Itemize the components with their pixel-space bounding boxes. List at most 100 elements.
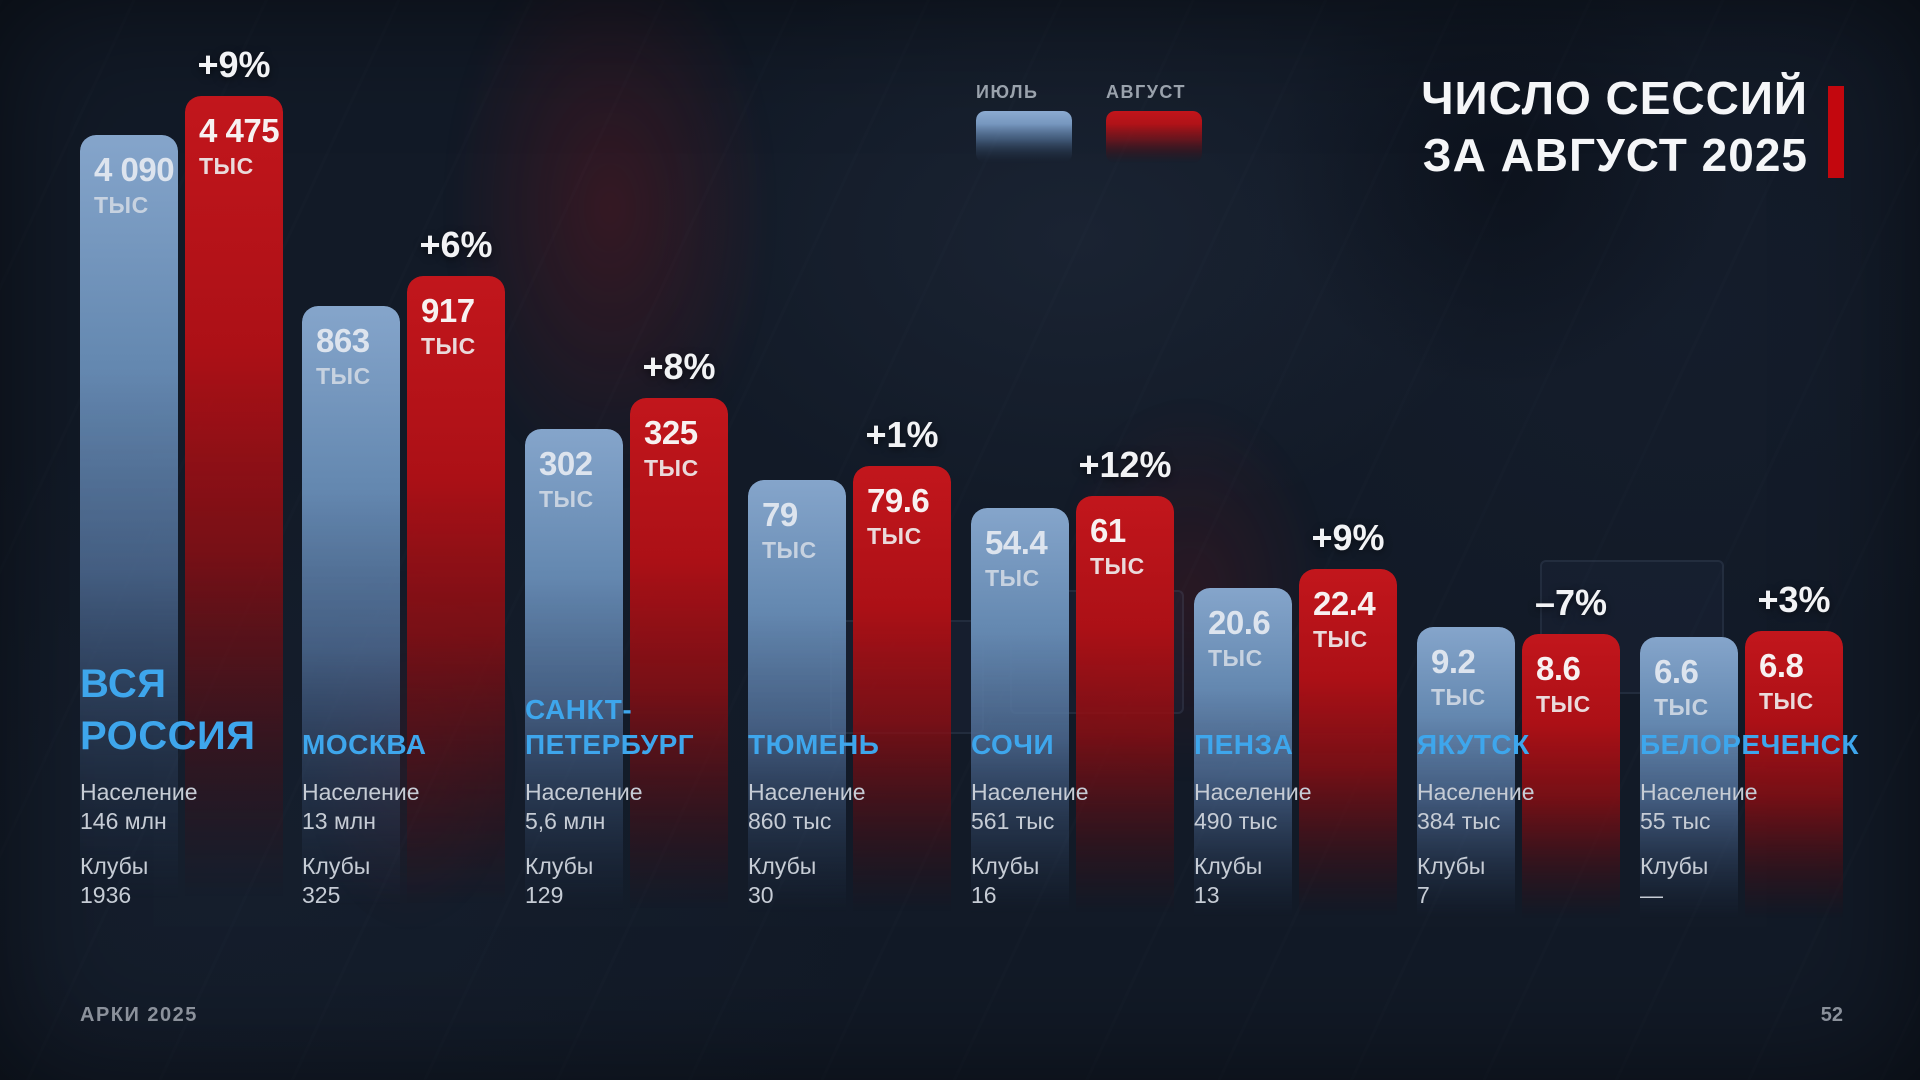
page-number: 52 [1820,1004,1843,1026]
legend-july-swatch [976,111,1072,163]
bar-unit: ТЫС [985,565,1040,591]
clubs-value: 325 [302,882,341,908]
july-bar: 9.2 ТЫС [1417,627,1515,930]
city-label: СОЧИ [971,727,1054,762]
page-title: ЧИСЛО СЕССИЙ ЗА АВГУСТ 2025 [1421,70,1808,184]
population-label: Население [1194,779,1312,805]
change-label: +6% [419,224,493,265]
august-bar: 6.8 ТЫС [1745,631,1843,930]
legend-july-label: ИЮЛЬ [976,82,1039,102]
bar-value: 6.8 [1759,647,1804,684]
population-label: Население [80,779,198,805]
population-block: Население 490 тыс [1194,778,1311,836]
bar-unit: ТЫС [421,333,476,359]
august-bar: 4 475 ТЫС [185,96,283,930]
august-bar: 22.4 ТЫС [1299,569,1397,930]
clubs-value: 129 [525,882,564,908]
clubs-value: — [1640,882,1663,908]
population-label: Население [1417,779,1535,805]
bar-value: 8.6 [1536,650,1581,687]
bar-value: 22.4 [1313,585,1376,622]
clubs-label: Клубы [971,853,1040,879]
city-label-line: САНКТ- [525,694,633,725]
july-bar: 79 ТЫС [748,480,846,930]
bar-unit: ТЫС [539,486,594,512]
july-bar: 863 ТЫС [302,306,400,930]
clubs-value: 30 [748,882,774,908]
city-label: ПЕНЗА [1194,727,1293,762]
population-label: Население [971,779,1089,805]
august-bar: 79.6 ТЫС [853,466,951,930]
bar-unit: ТЫС [94,192,149,218]
bar-value: 79 [762,496,798,533]
city-label: ВСЯ РОССИЯ [80,658,256,762]
population-block: Население 13 млн [302,778,419,836]
city-label: ТЮМЕНЬ [748,727,879,762]
population-label: Население [748,779,866,805]
clubs-label: Клубы [525,853,594,879]
clubs-label: Клубы [1640,853,1709,879]
july-bar: 6.6 ТЫС [1640,637,1738,930]
july-bar: 4 090 ТЫС [80,135,178,930]
clubs-label: Клубы [1194,853,1263,879]
change-label: –7% [1534,582,1608,623]
city-label: ЯКУТСК [1417,727,1530,762]
clubs-label: Клубы [80,853,149,879]
city-label-line: СОЧИ [971,729,1055,760]
city-label-line: БЕЛОРЕЧЕНСК [1640,729,1859,760]
bar-value: 917 [421,292,475,329]
population-value: 55 тыс [1640,808,1711,834]
bar-unit: ТЫС [644,455,699,481]
city-label-line: РОССИЯ [80,714,256,758]
august-bar: 325 ТЫС [630,398,728,930]
city-label-line: ВСЯ [80,662,167,706]
clubs-label: Клубы [748,853,817,879]
clubs-block: Клубы 7 [1417,852,1485,910]
bar-unit: ТЫС [867,523,922,549]
change-label: +9% [1311,517,1385,558]
bar-unit: ТЫС [1759,688,1814,714]
july-bar: 302 ТЫС [525,429,623,930]
page-title-line1: ЧИСЛО СЕССИЙ [1421,72,1808,124]
title-accent-bar [1828,86,1844,178]
clubs-block: Клубы 13 [1194,852,1262,910]
clubs-value: 13 [1194,882,1220,908]
population-value: 860 тыс [748,808,832,834]
population-label: Население [525,779,643,805]
legend: ИЮЛЬ АВГУСТ [976,82,1202,163]
clubs-label: Клубы [1417,853,1486,879]
clubs-value: 7 [1417,882,1430,908]
bar-value: 20.6 [1208,604,1271,641]
change-label: +3% [1757,579,1831,620]
population-label: Население [1640,779,1758,805]
bar-unit: ТЫС [1536,691,1591,717]
city-label: БЕЛОРЕЧЕНСК [1640,727,1859,762]
bar-value: 6.6 [1654,653,1699,690]
clubs-block: Клубы 325 [302,852,370,910]
bar-unit: ТЫС [1208,645,1263,671]
legend-item-july: ИЮЛЬ [976,82,1072,163]
august-bar: 917 ТЫС [407,276,505,930]
bar-value: 4 090 [94,151,175,188]
july-bar: 20.6 ТЫС [1194,588,1292,930]
population-value: 561 тыс [971,808,1055,834]
city-label-line: ПЕНЗА [1194,729,1294,760]
clubs-block: Клубы 30 [748,852,816,910]
bar-unit: ТЫС [316,363,371,389]
bar-value: 61 [1090,512,1126,549]
change-label: +9% [197,44,271,85]
population-block: Население 860 тыс [748,778,865,836]
legend-august-swatch [1106,111,1202,163]
population-value: 384 тыс [1417,808,1501,834]
bar-unit: ТЫС [1090,553,1145,579]
population-value: 490 тыс [1194,808,1278,834]
july-bar: 54.4 ТЫС [971,508,1069,930]
population-value: 13 млн [302,808,376,834]
bar-unit: ТЫС [762,537,817,563]
bar-value: 79.6 [867,482,930,519]
clubs-label: Клубы [302,853,371,879]
population-block: Население 5,6 млн [525,778,642,836]
city-label-line: ЯКУТСК [1417,729,1530,760]
